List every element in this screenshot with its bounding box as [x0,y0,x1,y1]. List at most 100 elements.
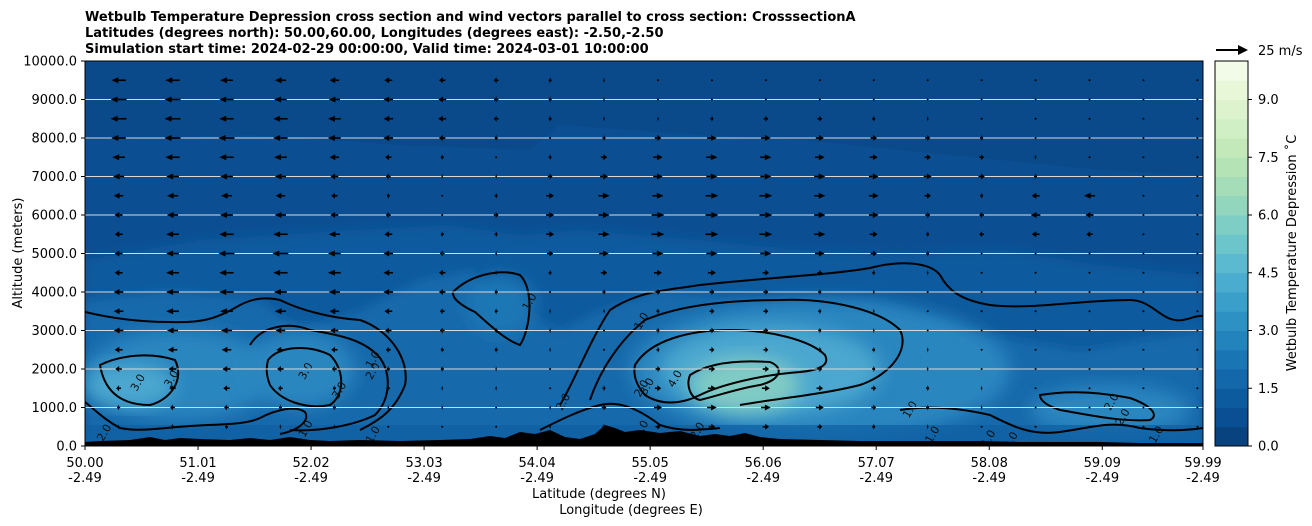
wind-vector [495,385,497,392]
wind-vector [818,308,822,315]
wind-vector [925,135,931,141]
wind-vector [440,346,444,353]
wind-vector [549,137,552,139]
wind-vector [710,98,713,101]
wind-vector [926,310,929,313]
y-tick-label: 5000.0 [32,247,78,262]
wind-vector [872,79,875,82]
wind-vector [278,404,282,411]
contour-1-right [559,262,1203,406]
wind-vector [926,98,929,101]
wind-vector [818,327,822,334]
wind-vector [816,385,824,392]
wind-vector [926,231,930,238]
wind-vector [603,308,605,315]
wind-vector [980,252,983,255]
wind-vector [926,79,929,82]
wind-vector [1196,233,1199,236]
wind-vector [495,366,497,372]
wind-vector [113,327,124,334]
wind-vector [219,231,234,238]
wind-vector [1142,291,1145,293]
wind-vector [1196,117,1199,120]
wind-vector [1196,175,1199,178]
wind-vector [601,404,607,411]
wind-vector [164,135,181,141]
wind-vector [1196,137,1199,139]
wind-vector [925,212,931,218]
wind-vector [1034,98,1037,101]
wind-vector [439,77,446,84]
wind-vector [113,289,124,295]
wind-vector [1034,425,1037,428]
wind-vector [273,289,287,295]
x-tick-label-latitude: 56.06 [745,456,782,471]
wind-vector [818,79,821,82]
colorbar-frame [1214,60,1249,447]
y-tick-label: 1000.0 [32,401,78,416]
wind-vector [926,269,929,276]
wind-vector [603,348,606,351]
wind-vector [495,156,498,159]
wind-vector [652,192,664,199]
colorbar-swatch [1215,272,1248,293]
x-tick-label-longitude: -2.49 [633,471,667,486]
wind-vector [279,423,282,430]
y-axis-label: Altitude (meters) [11,198,26,309]
y-tick-label: 9000.0 [32,93,78,108]
wind-vector [386,192,390,199]
wind-vector [168,366,177,372]
wind-vector [114,250,123,257]
wind-vector [1088,98,1091,101]
wind-vector [494,135,498,141]
wind-vector [655,366,661,372]
x-tick-label-longitude: -2.49 [68,471,102,486]
wind-vector [493,96,499,103]
wind-vector [868,192,879,199]
fill-dry-mid [465,275,535,335]
wind-vector [495,173,497,180]
wind-vector [1088,252,1091,255]
wind-vector [332,385,336,392]
wind-vector [759,212,773,218]
wind-vector [603,115,605,122]
wind-vectors [110,77,1199,430]
wind-vector [869,154,878,161]
wind-vector [603,329,606,332]
colorbar-tick-label: 6.0 [1258,209,1279,224]
colorbar-swatch [1215,157,1248,177]
wind-vector [871,404,877,411]
colorbar-swatch [1215,215,1248,235]
wind-vector [1030,212,1041,218]
wind-vector [924,154,931,161]
wind-vector [1034,154,1037,161]
wind-vector [549,404,551,411]
wind-vector [274,308,286,315]
x-tick-label-longitude: -2.49 [1085,471,1119,486]
wind-vector [114,346,123,353]
wind-vector [600,154,608,161]
wind-vector [546,192,555,199]
wind-vector [1196,368,1199,370]
wind-vector [383,96,394,103]
fill-upper-band [85,61,1203,175]
wind-vector [549,387,552,390]
wind-vector [872,289,875,295]
colorbar-tick-label: 4.5 [1258,266,1279,281]
contour-1-left [85,297,407,431]
wind-vector [818,289,822,295]
wind-vector [926,329,929,332]
x-tick-label-latitude: 59.99 [1184,456,1221,471]
wind-vector [814,192,826,199]
wind-vector [165,154,180,161]
wind-vector [980,404,983,411]
wind-vector [1034,117,1037,120]
wind-vector [653,154,663,161]
wind-vector [1196,406,1199,409]
colorbar-swatch [1215,195,1248,216]
y-axis-ticks: 0.0 1000.0 2000.0 3000.0 4000.0 5000.0 6000.0 7… [23,55,85,455]
quiver-key-label: 25 m/s [1258,44,1303,59]
contour-surface-mid [539,402,721,431]
colorbar-swatch [1215,80,1248,100]
wind-vector [333,423,336,430]
